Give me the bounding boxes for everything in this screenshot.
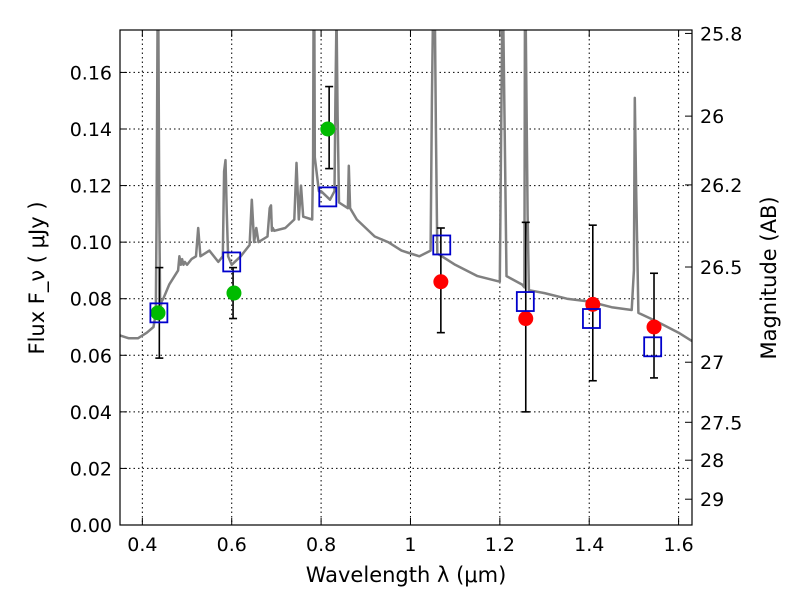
tick-label-layer: 0.4 0.6 0.8 1 1.2 1.4 1.6 0.00 0.02 0.04 0.06 0.08 0… xyxy=(70,23,743,556)
blue-model-square xyxy=(318,186,338,208)
x-tick-label: 1.2 xyxy=(485,534,515,556)
blue-model-square xyxy=(643,336,663,358)
y-tick-label: 0.08 xyxy=(70,289,112,311)
model-spectrum-layer xyxy=(120,30,692,343)
y-axis-right-title: Magnitude (AB) xyxy=(757,196,781,359)
y-axis-title: Flux F_ν ( μJy ) xyxy=(25,201,50,354)
red-data-point xyxy=(433,274,449,290)
x-tick-label: 0.8 xyxy=(306,534,336,556)
y-tick-label: 0.16 xyxy=(70,62,112,84)
blue-model-square xyxy=(222,251,242,273)
axes-layer xyxy=(119,29,693,526)
x-tick-label: 0.6 xyxy=(217,534,247,556)
plot-frame xyxy=(119,29,693,526)
model-spectrum-line xyxy=(120,30,692,343)
blue-model-square xyxy=(149,302,169,324)
y-tick-label: 0.06 xyxy=(70,345,112,367)
mag-tick-label: 28 xyxy=(700,450,724,472)
mag-tick-label: 29 xyxy=(700,489,724,511)
mag-tick-label: 27.5 xyxy=(700,412,742,434)
y-tick-label: 0.10 xyxy=(70,232,112,254)
x-tick-label: 1.6 xyxy=(663,534,693,556)
red-data-point xyxy=(646,319,662,335)
blue-model-square xyxy=(582,308,601,329)
y-tick-label: 0.02 xyxy=(70,458,112,480)
green-data-point xyxy=(226,285,242,301)
blue-model-square xyxy=(515,291,535,312)
y-tick-label: 0.00 xyxy=(70,515,112,537)
mag-tick-label: 26 xyxy=(700,106,724,128)
mag-tick-label: 27 xyxy=(700,352,724,374)
data-point-layer xyxy=(149,121,663,358)
red-data-point xyxy=(518,311,534,327)
mag-tick-label: 26.2 xyxy=(700,175,742,197)
y-tick-label: 0.04 xyxy=(70,402,112,424)
y-tick-label: 0.12 xyxy=(70,176,112,198)
mag-tick-label: 26.5 xyxy=(700,257,742,279)
y-tick-label: 0.14 xyxy=(70,119,112,141)
green-data-point xyxy=(320,121,336,137)
x-axis-title: Wavelength λ (μm) xyxy=(306,563,507,587)
x-tick-label: 0.4 xyxy=(127,534,157,556)
x-tick-label: 1 xyxy=(404,534,416,556)
mag-tick-label: 25.8 xyxy=(700,23,742,45)
green-data-point xyxy=(150,305,166,321)
blue-model-square xyxy=(432,234,452,256)
x-tick-label: 1.4 xyxy=(574,534,604,556)
